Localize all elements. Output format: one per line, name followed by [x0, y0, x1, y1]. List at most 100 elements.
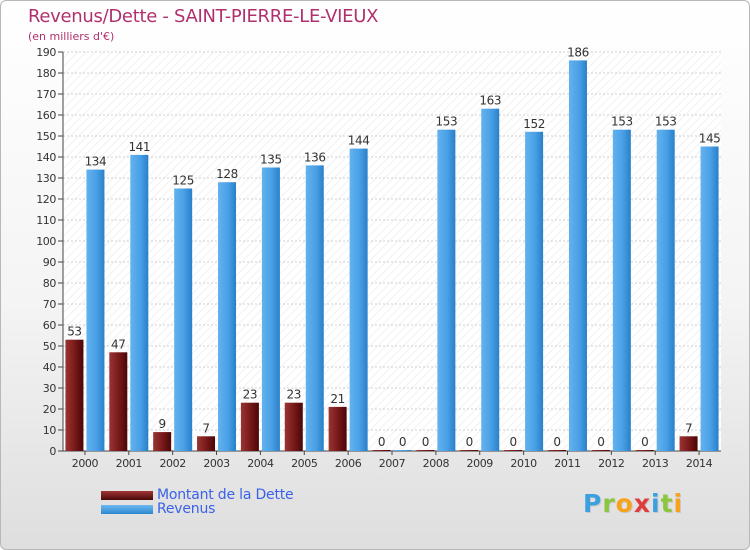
legend-swatch-revenue [101, 504, 153, 514]
y-tick-label: 130 [36, 172, 56, 185]
logo-letter: t [660, 489, 674, 518]
revenue-bar [656, 129, 675, 451]
debt-value-label: 0 [378, 435, 385, 449]
x-tick-label: 2008 [423, 457, 450, 470]
debt-bar [547, 450, 566, 451]
x-tick-label: 2007 [379, 457, 406, 470]
x-tick-label: 2000 [72, 457, 99, 470]
debt-bar [635, 450, 654, 451]
x-tick-label: 2002 [159, 457, 185, 470]
debt-bar [328, 406, 347, 451]
y-tick-label: 0 [49, 445, 56, 458]
x-tick-label: 2012 [598, 457, 624, 470]
revenue-value-label: 128 [216, 167, 238, 181]
revenue-bar [218, 182, 237, 451]
revenue-value-label: 135 [260, 153, 282, 167]
y-tick-label: 80 [43, 277, 57, 290]
revenue-value-label: 153 [611, 115, 633, 129]
y-tick-label: 40 [43, 361, 57, 374]
debt-value-label: 0 [509, 435, 516, 449]
logo-letter: x [633, 489, 651, 518]
logo-letter: i [651, 489, 661, 518]
debt-bar [65, 339, 84, 451]
y-tick-label: 120 [36, 193, 56, 206]
x-tick-label: 2009 [467, 457, 494, 470]
debt-value-label: 0 [422, 435, 429, 449]
logo-letter: P [583, 489, 603, 518]
x-tick-label: 2011 [554, 457, 580, 470]
debt-value-label: 0 [466, 435, 473, 449]
debt-value-label: 9 [159, 417, 166, 431]
debt-value-label: 21 [330, 392, 344, 406]
debt-bar [197, 436, 216, 451]
revenue-bar [174, 188, 193, 451]
y-tick-label: 140 [36, 151, 56, 164]
x-tick-label: 2005 [291, 457, 318, 470]
debt-value-label: 23 [287, 388, 301, 402]
y-tick-label: 100 [36, 235, 56, 248]
debt-value-label: 7 [202, 421, 209, 435]
plot-area [63, 52, 721, 451]
revenue-bar [481, 108, 500, 451]
debt-bar [460, 450, 479, 451]
logo-letter: i [673, 489, 684, 518]
debt-bar [240, 402, 259, 451]
debt-value-label: 47 [111, 337, 125, 351]
revenue-bar [393, 450, 412, 451]
debt-value-label: 53 [67, 325, 81, 339]
x-tick-label: 2003 [203, 457, 230, 470]
debt-bar [504, 450, 523, 451]
proxiti-logo[interactable]: Proxiti [583, 489, 683, 518]
debt-bar [109, 352, 128, 451]
revenue-bar [349, 148, 368, 451]
revenue-bar [568, 60, 587, 452]
x-tick-label: 2004 [247, 457, 274, 470]
legend-item-revenue: Revenus [101, 501, 293, 517]
revenue-value-label: 153 [436, 115, 458, 129]
x-tick-label: 2010 [510, 457, 537, 470]
y-tick-label: 90 [43, 256, 57, 269]
debt-value-label: 0 [553, 435, 560, 449]
x-tick-label: 2006 [335, 457, 362, 470]
revenue-bar [130, 154, 149, 451]
debt-value-label: 0 [597, 435, 604, 449]
legend-label-revenue: Revenus [157, 501, 216, 517]
debt-bar [679, 436, 698, 451]
revenue-value-label: 136 [304, 150, 326, 164]
y-tick-label: 190 [36, 46, 56, 59]
chart-title: Revenus/Dette - SAINT-PIERRE-LE-VIEUX [28, 6, 379, 27]
debt-bar [591, 450, 610, 451]
chart-subtitle: (en milliers d'€) [28, 30, 115, 43]
revenue-bar [86, 169, 105, 451]
debt-bar [372, 450, 391, 451]
debt-value-label: 7 [685, 421, 692, 435]
debt-bar [153, 432, 172, 451]
revenue-bar [700, 146, 719, 451]
y-tick-label: 170 [36, 88, 56, 101]
revenue-value-label: 0 [399, 435, 406, 449]
revenue-value-label: 125 [172, 174, 194, 188]
x-tick-label: 2013 [642, 457, 669, 470]
revenue-bar [261, 167, 280, 451]
debt-bar [416, 450, 435, 451]
x-tick-label: 2001 [116, 457, 142, 470]
debt-bar [284, 402, 303, 451]
y-tick-label: 160 [36, 109, 56, 122]
revenue-value-label: 141 [128, 140, 150, 154]
revenue-value-label: 152 [523, 117, 545, 131]
y-tick-label: 70 [43, 298, 57, 311]
x-tick-label: 2014 [686, 457, 713, 470]
y-tick-label: 60 [43, 319, 57, 332]
debt-value-label: 0 [641, 435, 648, 449]
revenue-value-label: 145 [699, 132, 721, 146]
revenue-value-label: 134 [85, 155, 107, 169]
revenue-value-label: 163 [479, 94, 501, 108]
legend-swatch-debt [101, 490, 153, 500]
y-tick-label: 180 [36, 67, 56, 80]
y-tick-label: 10 [43, 424, 57, 437]
logo-letter: r [602, 489, 616, 518]
legend-label-debt: Montant de la Dette [157, 487, 294, 503]
revenue-bar [525, 131, 544, 452]
y-tick-label: 150 [36, 130, 56, 143]
